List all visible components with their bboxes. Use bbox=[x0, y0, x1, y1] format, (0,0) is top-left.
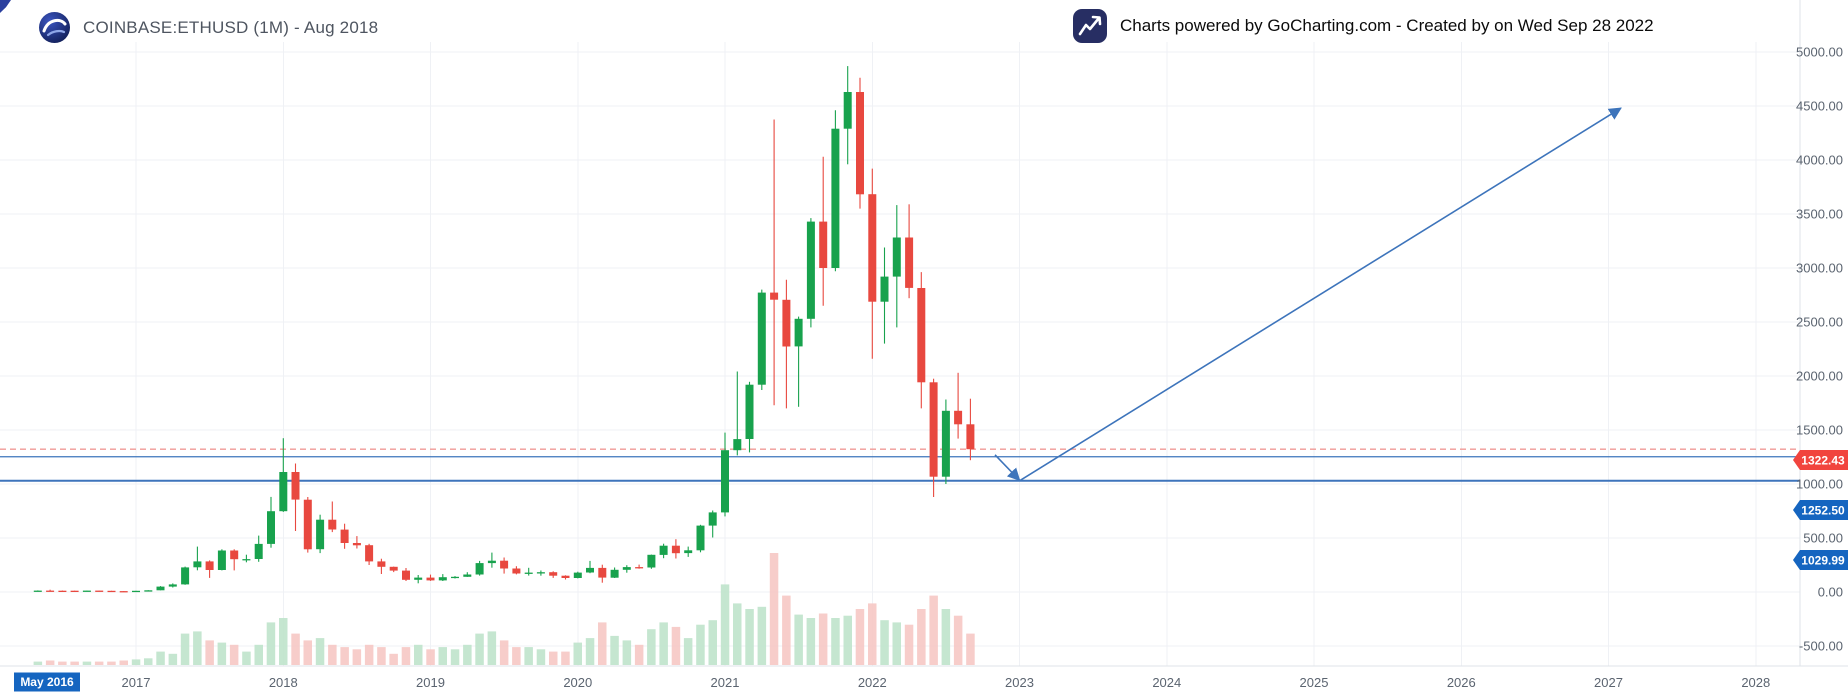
price-gridlines bbox=[0, 51, 1800, 647]
price-badge: 1322.43 bbox=[1793, 450, 1848, 470]
svg-text:1252.50: 1252.50 bbox=[1801, 504, 1845, 518]
price-tick-label: 5000.00 bbox=[1796, 45, 1843, 60]
price-tick-label: 2500.00 bbox=[1796, 315, 1843, 330]
year-tick-label: 2024 bbox=[1152, 675, 1181, 690]
price-tick-label: 4500.00 bbox=[1796, 99, 1843, 114]
chart-line-icon bbox=[1072, 8, 1108, 44]
svg-text:May 2016: May 2016 bbox=[20, 675, 74, 689]
year-gridlines bbox=[135, 42, 1757, 666]
level-lines[interactable] bbox=[0, 448, 1800, 482]
credit-text[interactable]: Charts powered by GoCharting.com - Creat… bbox=[1120, 16, 1654, 35]
price-tick-label: 0.00 bbox=[1818, 585, 1843, 600]
price-tick-label: 3000.00 bbox=[1796, 261, 1843, 276]
watermark-credit: Charts powered by GoCharting.com - Creat… bbox=[1072, 8, 1654, 44]
svg-text:1322.43: 1322.43 bbox=[1801, 454, 1845, 468]
price-badge: 1252.50 bbox=[1793, 500, 1848, 520]
year-tick-label: 2021 bbox=[711, 675, 740, 690]
symbol-header: COINBASE:ETHUSD (1M) - Aug 2018 bbox=[38, 11, 378, 44]
svg-text:1029.99: 1029.99 bbox=[1801, 554, 1845, 568]
year-tick-label: 2023 bbox=[1005, 675, 1034, 690]
year-tick-label: 2018 bbox=[269, 675, 298, 690]
price-tick-label: 3500.00 bbox=[1796, 207, 1843, 222]
price-axis[interactable]: 5000.00 4500.00 4000.00 3500.00 3000.00 2500.… bbox=[1793, 0, 1848, 698]
candles[interactable] bbox=[33, 66, 975, 593]
time-axis[interactable]: 2017 2018 2019 2020 2021 2022 2023 2024 2025 2026… bbox=[0, 665, 1848, 692]
year-tick-label: 2025 bbox=[1300, 675, 1329, 690]
price-tick-label: -500.00 bbox=[1799, 639, 1843, 654]
volume-bars bbox=[33, 553, 975, 665]
year-tick-label: 2022 bbox=[858, 675, 887, 690]
gocharting-logo-icon[interactable] bbox=[38, 11, 71, 44]
time-start-badge: May 2016 bbox=[14, 672, 80, 692]
trend-arrows[interactable] bbox=[994, 107, 1622, 482]
year-tick-label: 2019 bbox=[416, 675, 445, 690]
year-tick-label: 2020 bbox=[563, 675, 592, 690]
price-tick-label: 1000.00 bbox=[1796, 477, 1843, 492]
price-badge: 1029.99 bbox=[1793, 550, 1848, 570]
symbol-title: COINBASE:ETHUSD (1M) - Aug 2018 bbox=[83, 17, 379, 37]
year-tick-label: 2017 bbox=[122, 675, 151, 690]
corner-artifact bbox=[0, 0, 11, 13]
year-tick-label: 2028 bbox=[1741, 675, 1770, 690]
year-tick-label: 2026 bbox=[1447, 675, 1476, 690]
price-tick-label: 4000.00 bbox=[1796, 153, 1843, 168]
price-tick-label: 1500.00 bbox=[1796, 423, 1843, 438]
year-tick-label: 2027 bbox=[1594, 675, 1623, 690]
price-tick-label: 500.00 bbox=[1803, 531, 1843, 546]
price-tick-label: 2000.00 bbox=[1796, 369, 1843, 384]
